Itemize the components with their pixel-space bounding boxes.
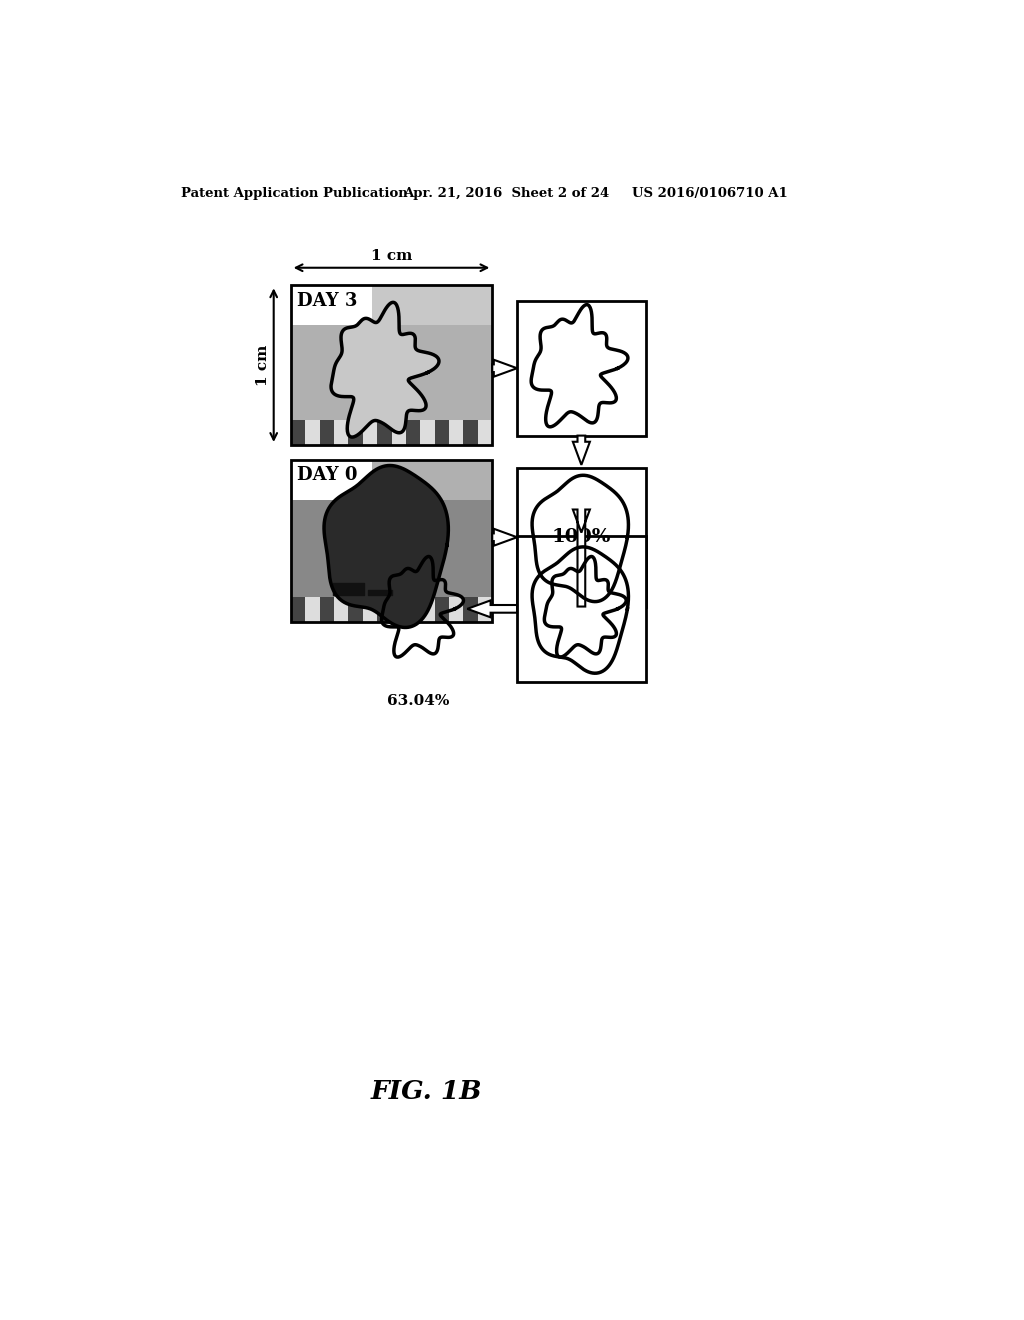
- Bar: [406, 597, 420, 622]
- Bar: [464, 597, 478, 622]
- Bar: [319, 597, 334, 622]
- Bar: [291, 461, 493, 622]
- Bar: [377, 420, 391, 445]
- Bar: [434, 420, 450, 445]
- Polygon shape: [467, 601, 517, 618]
- Bar: [334, 420, 348, 445]
- Bar: [372, 461, 493, 500]
- Bar: [391, 420, 406, 445]
- Text: 1 cm: 1 cm: [256, 345, 270, 385]
- Bar: [517, 536, 646, 682]
- Polygon shape: [572, 510, 590, 607]
- Bar: [420, 597, 434, 622]
- Bar: [291, 285, 372, 326]
- Bar: [362, 420, 377, 445]
- Text: FIG. 1B: FIG. 1B: [371, 1080, 482, 1104]
- Text: Patent Application Publication: Patent Application Publication: [180, 187, 408, 199]
- Bar: [291, 326, 493, 420]
- Polygon shape: [493, 529, 517, 545]
- Bar: [517, 469, 646, 607]
- Bar: [362, 597, 377, 622]
- Bar: [420, 420, 434, 445]
- Text: US 2016/0106710 A1: US 2016/0106710 A1: [632, 187, 787, 199]
- Bar: [478, 597, 493, 622]
- Bar: [319, 420, 334, 445]
- Text: 100%: 100%: [552, 528, 611, 546]
- Polygon shape: [572, 436, 590, 465]
- Bar: [478, 420, 493, 445]
- Bar: [377, 597, 391, 622]
- Bar: [450, 420, 464, 445]
- Text: DAY 0: DAY 0: [297, 466, 357, 484]
- Bar: [291, 461, 372, 500]
- Bar: [334, 597, 348, 622]
- Bar: [406, 420, 420, 445]
- Text: 63.04%: 63.04%: [387, 693, 450, 708]
- Bar: [291, 461, 493, 622]
- Bar: [291, 285, 493, 445]
- Bar: [305, 420, 319, 445]
- Bar: [291, 500, 493, 598]
- Bar: [517, 301, 646, 436]
- Bar: [464, 420, 478, 445]
- Bar: [348, 420, 362, 445]
- Polygon shape: [331, 302, 439, 437]
- Text: 1 cm: 1 cm: [371, 249, 413, 263]
- Bar: [305, 597, 319, 622]
- Text: Apr. 21, 2016  Sheet 2 of 24: Apr. 21, 2016 Sheet 2 of 24: [403, 187, 609, 199]
- Bar: [348, 597, 362, 622]
- Bar: [434, 597, 450, 622]
- Bar: [372, 285, 493, 326]
- Polygon shape: [324, 466, 449, 627]
- Text: DAY 3: DAY 3: [297, 292, 357, 310]
- Bar: [291, 420, 305, 445]
- Bar: [291, 285, 493, 445]
- Bar: [291, 597, 305, 622]
- Polygon shape: [493, 360, 517, 376]
- Bar: [391, 597, 406, 622]
- Bar: [450, 597, 464, 622]
